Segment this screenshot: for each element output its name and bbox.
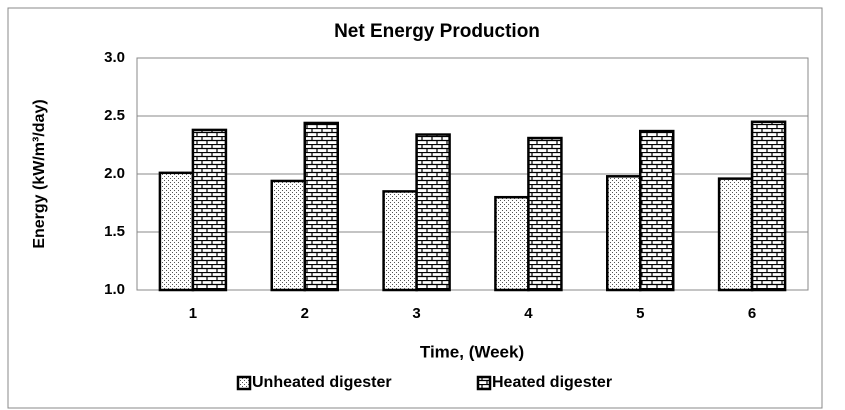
y-tick-label: 1.0 [104, 281, 125, 298]
y-tick-label: 3.0 [104, 49, 125, 66]
bar [527, 136, 563, 292]
bar [639, 129, 675, 292]
bar [717, 177, 754, 292]
bar [158, 171, 195, 292]
legend-swatch [476, 375, 492, 391]
bar [303, 121, 339, 292]
bar [606, 175, 642, 292]
bar [270, 179, 306, 292]
x-tick-label: 1 [189, 305, 197, 322]
chart-frame [7, 7, 823, 409]
x-tick-label: 5 [636, 305, 644, 322]
y-tick-label: 1.5 [104, 223, 125, 240]
bar [494, 195, 530, 292]
legend-swatch [236, 375, 252, 391]
legend-label: Unheated digester [252, 374, 392, 391]
y-tick-label: 2.0 [104, 165, 125, 182]
chart-title: Net Energy Production [334, 21, 540, 42]
x-tick-label: 6 [748, 305, 756, 322]
bar [191, 128, 228, 292]
y-tick-label: 2.5 [104, 107, 125, 124]
x-tick-label: 4 [524, 305, 533, 322]
bar [382, 190, 418, 292]
x-axis-label: Time, (Week) [420, 342, 524, 361]
bar [750, 120, 787, 292]
x-tick-label: 3 [412, 305, 420, 322]
bar [415, 133, 451, 292]
legend-label: Heated digester [492, 374, 612, 391]
y-axis-label: Energy (kW/m³/day) [31, 99, 48, 248]
x-tick-label: 2 [301, 305, 309, 322]
